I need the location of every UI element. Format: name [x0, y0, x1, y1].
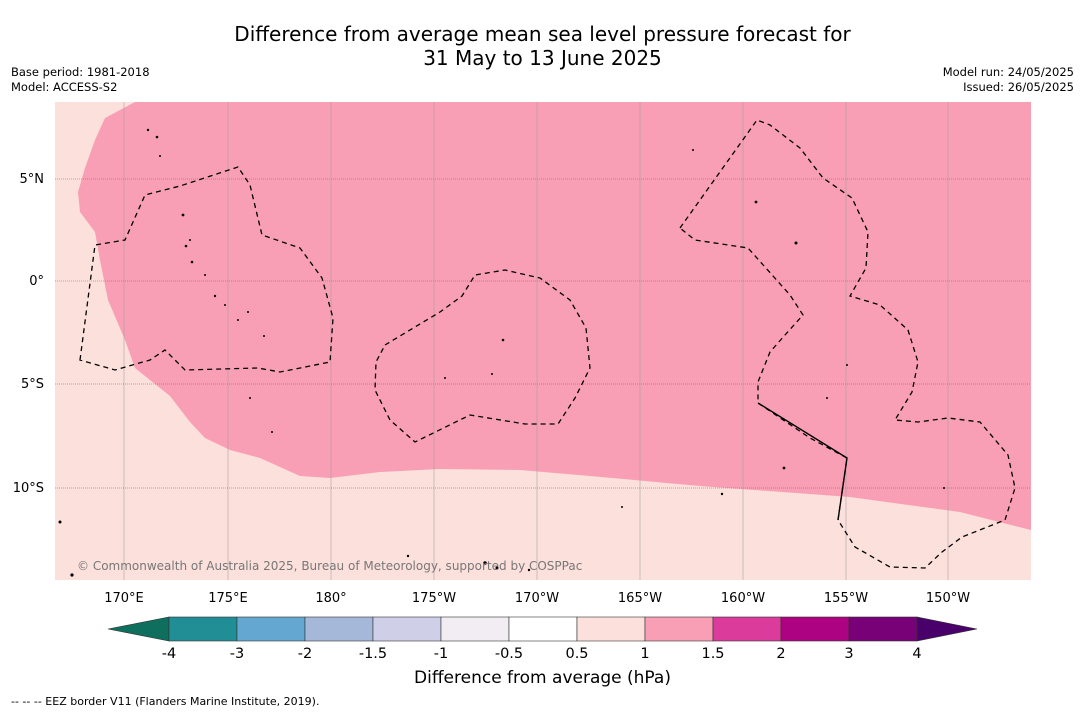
colorbar-extend-low [107, 616, 170, 642]
colorbar-tick-label: -1 [434, 646, 448, 662]
model-info: Base period: 1981-2018 Model: ACCESS-S2 [11, 65, 150, 95]
colorbar-segment [576, 616, 646, 642]
map-area: © Commonwealth of Australia 2025, Bureau… [55, 102, 1031, 580]
colorbar-ticks: -4 -3 -2 -1.5 -1 -0.5 0.5 1 1.5 2 3 4 [162, 646, 922, 662]
colorbar-segment [780, 616, 850, 642]
latitude-label: 5°N [20, 172, 45, 187]
colorbar-segment [236, 616, 306, 642]
longitude-label: 150°W [926, 591, 970, 606]
islands [58, 128, 945, 577]
eez-borders [79, 119, 1016, 569]
model-run-text: Model run: 24/05/2025 [942, 65, 1074, 79]
colorbar-title: Difference from average (hPa) [414, 668, 671, 688]
map-title: Difference from average mean sea level p… [0, 22, 1085, 70]
latitude-label: 5°S [21, 377, 44, 392]
graticule [55, 102, 1031, 580]
copyright-text: © Commonwealth of Australia 2025, Bureau… [77, 559, 582, 573]
eez-border-kiribati-phoenix [374, 269, 591, 443]
issued-text: Issued: 26/05/2025 [963, 80, 1074, 94]
solid-eez-segment [757, 402, 848, 521]
colorbar-tick-label: 3 [844, 646, 853, 662]
colorbar-tick-label: 1.5 [701, 646, 724, 662]
eez-border-kiribati-gilbert [79, 166, 334, 373]
colorbar-tick-label: 0.5 [565, 646, 588, 662]
latitude-labels: 5°N 0° 5°S 10°S [13, 172, 44, 496]
model-text: Model: ACCESS-S2 [11, 80, 118, 94]
colorbar-segment [372, 616, 442, 642]
colorbar-segment [848, 616, 918, 642]
longitude-label: 175°E [208, 591, 248, 606]
longitude-label: 160°W [721, 591, 765, 606]
colorbar-segment [304, 616, 374, 642]
colorbar-tick-label: -0.5 [495, 646, 523, 662]
elevated-pressure-region [78, 102, 1031, 530]
longitude-label: 170°W [515, 591, 559, 606]
colorbar-tick-label: 4 [912, 646, 921, 662]
solid-border-line [757, 402, 848, 521]
longitude-label: 165°W [618, 591, 662, 606]
colorbar-segment [508, 616, 578, 642]
title-line-1: Difference from average mean sea level p… [234, 22, 851, 46]
colorbar-extend-high [916, 616, 978, 642]
colorbar-tick-label: -3 [230, 646, 244, 662]
colorbar-segment [712, 616, 782, 642]
run-info: Model run: 24/05/2025 Issued: 26/05/2025 [943, 65, 1074, 95]
longitude-label: 170°E [104, 591, 144, 606]
colorbar-tick-label: 1 [640, 646, 649, 662]
colorbar-segment [168, 616, 238, 642]
eez-border-kiribati-line [679, 119, 1016, 569]
colorbar-tick-label: -1.5 [359, 646, 387, 662]
colorbar-segment [644, 616, 714, 642]
colorbar [107, 616, 978, 642]
longitude-label: 155°W [824, 591, 868, 606]
longitude-label: 180° [315, 591, 346, 606]
base-period-text: Base period: 1981-2018 [11, 65, 150, 79]
title-line-2: 31 May to 13 June 2025 [423, 46, 662, 70]
eez-footnote: -- -- -- EEZ border V11 (Flanders Marine… [11, 695, 320, 708]
latitude-label: 10°S [13, 481, 44, 496]
colorbar-tick-label: 2 [776, 646, 785, 662]
colorbar-tick-label: -4 [162, 646, 176, 662]
colorbar-segment [440, 616, 510, 642]
longitude-labels: 170°E 175°E 180° 175°W 170°W 165°W 160°W 155°W 1… [104, 591, 970, 606]
latitude-label: 0° [29, 274, 44, 289]
colorbar-tick-label: -2 [298, 646, 312, 662]
longitude-label: 175°W [412, 591, 456, 606]
